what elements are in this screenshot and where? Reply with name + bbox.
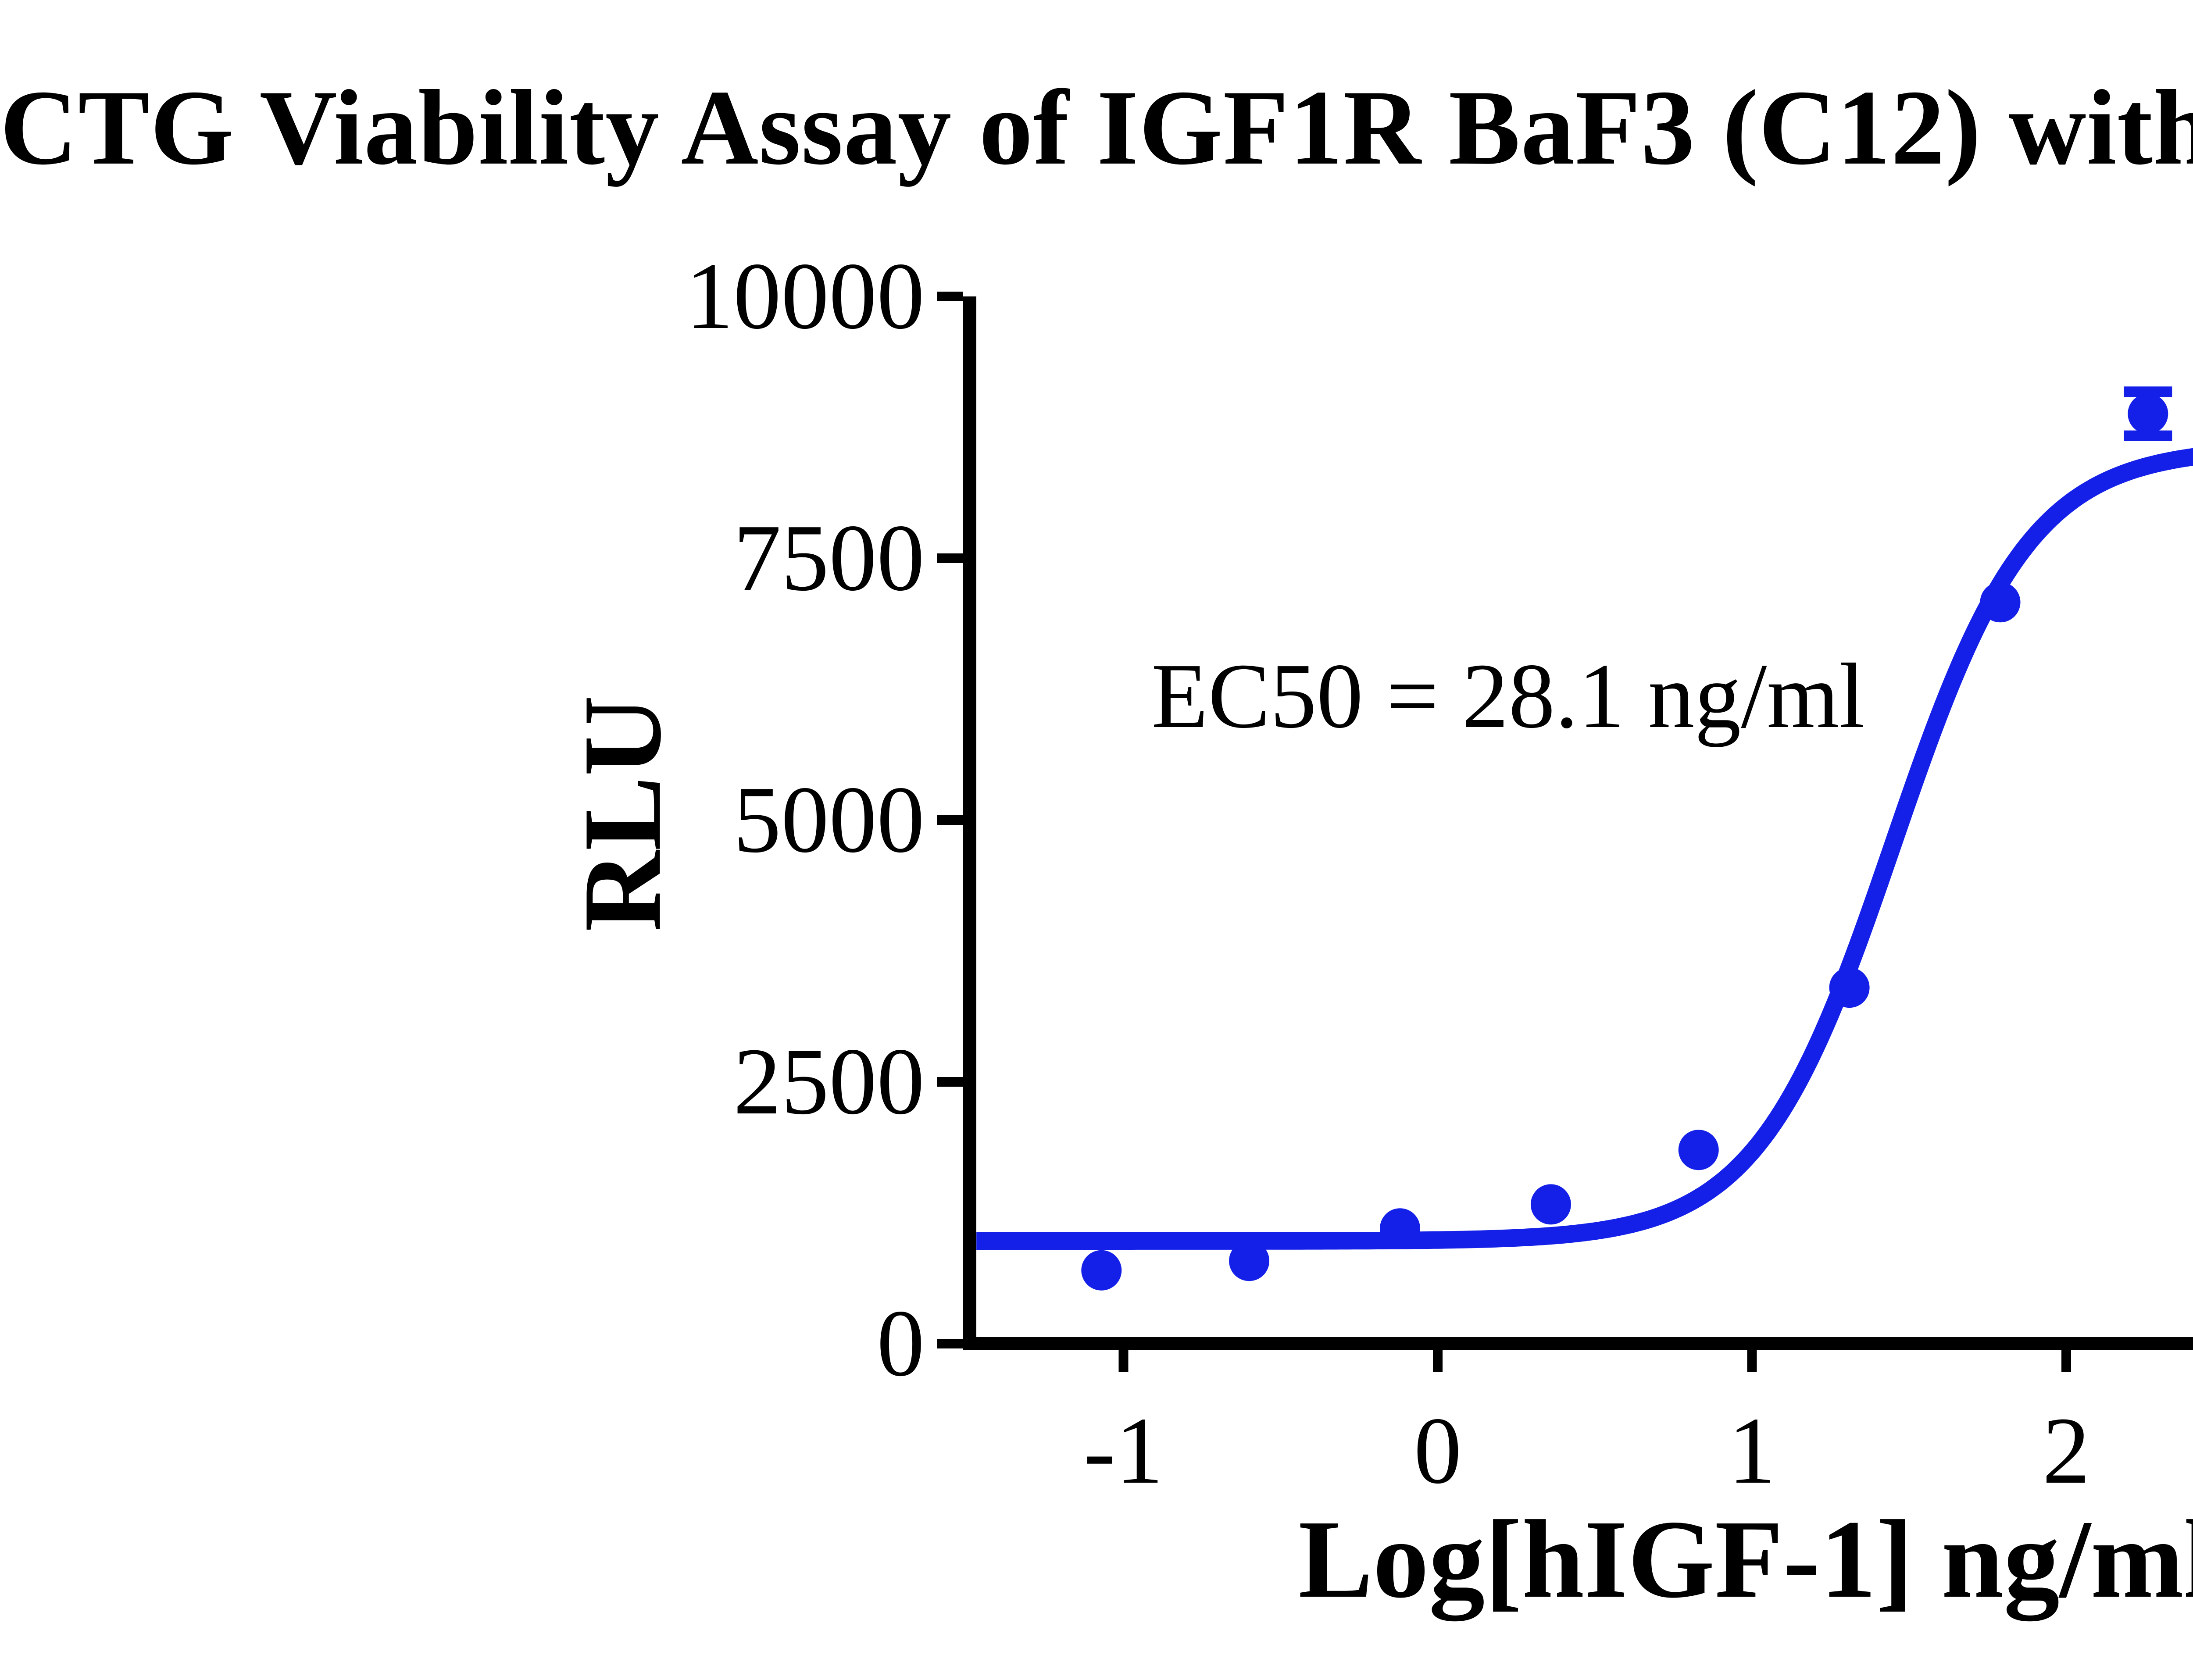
fit-curve bbox=[972, 448, 2193, 1250]
data-point-2 bbox=[1380, 1208, 1420, 1249]
y-tick-2500 bbox=[937, 1077, 963, 1087]
x-tick-2 bbox=[2061, 1350, 2071, 1372]
data-point-6 bbox=[1980, 582, 2021, 623]
y-tick-label-10000: 10000 bbox=[686, 243, 925, 349]
data-point-0 bbox=[1081, 1250, 1122, 1291]
y-tick-5000 bbox=[937, 815, 963, 825]
x-tick--1 bbox=[1118, 1350, 1129, 1372]
x-axis-line bbox=[963, 1337, 2193, 1350]
x-tick-label-1: 1 bbox=[1728, 1398, 1776, 1504]
chart-title: CTG Viability Assay of IGF1R BaF3 (C12) … bbox=[0, 68, 2193, 187]
x-axis-title-text: Log[hIGF-1] ng/ml bbox=[1298, 1498, 2193, 1621]
y-tick-label-5000: 5000 bbox=[733, 767, 925, 873]
data-point-1 bbox=[1229, 1241, 1270, 1281]
x-tick-label-0: 0 bbox=[1414, 1398, 1462, 1504]
y-tick-label-0: 0 bbox=[877, 1291, 925, 1396]
data-point-7 bbox=[2128, 393, 2168, 434]
x-tick-label--1: -1 bbox=[1083, 1398, 1164, 1504]
data-point-5 bbox=[1829, 967, 1870, 1008]
y-tick-0 bbox=[937, 1339, 963, 1348]
y-tick-7500 bbox=[937, 553, 963, 563]
data-point-3 bbox=[1530, 1184, 1571, 1225]
x-tick-1 bbox=[1747, 1350, 1757, 1372]
x-tick-0 bbox=[1433, 1350, 1443, 1372]
y-tick-label-2500: 2500 bbox=[733, 1029, 925, 1134]
y-axis-line bbox=[963, 296, 976, 1350]
y-tick-label-7500: 7500 bbox=[733, 505, 925, 611]
y-tick-10000 bbox=[937, 292, 963, 301]
ec50-annotation: EC50 = 28.1 ng/ml bbox=[1151, 644, 1865, 747]
data-point-4 bbox=[1678, 1130, 1719, 1170]
x-tick-label-2: 2 bbox=[2042, 1398, 2090, 1504]
